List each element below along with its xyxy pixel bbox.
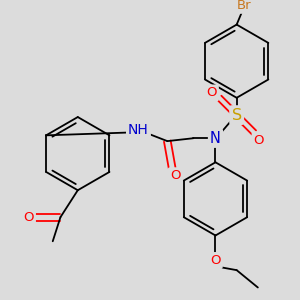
Text: Br: Br xyxy=(237,0,252,12)
Text: N: N xyxy=(210,131,221,146)
Text: NH: NH xyxy=(128,123,149,136)
Text: O: O xyxy=(23,211,34,224)
Text: O: O xyxy=(210,254,221,267)
Text: O: O xyxy=(170,169,180,182)
Text: O: O xyxy=(254,134,264,147)
Text: O: O xyxy=(206,86,217,100)
Text: S: S xyxy=(232,108,242,123)
